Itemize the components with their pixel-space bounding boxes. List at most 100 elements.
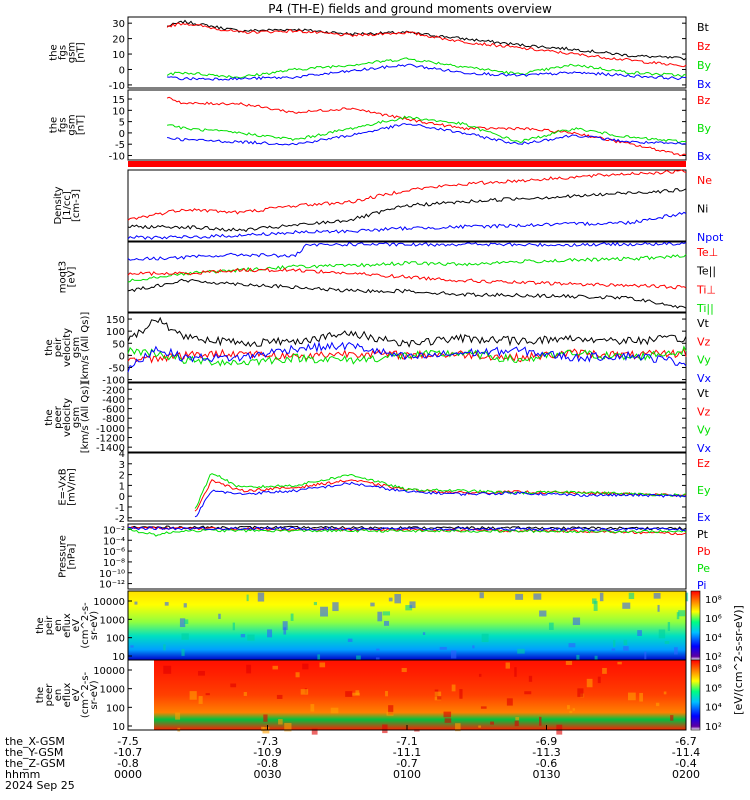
x-tick-label: -0.6: [536, 757, 557, 770]
heatmap-cell: [382, 611, 391, 616]
y-tick-label: 10⁻⁸: [103, 558, 125, 569]
heatmap-cell: [506, 698, 513, 706]
series-Vt-line: [127, 316, 687, 348]
heatmap-cell: [267, 629, 273, 638]
legend-Ez: Ez: [697, 457, 710, 470]
y-tick-label: 100: [106, 634, 125, 645]
heatmap-cell: [263, 714, 268, 722]
y-axis-label: peer: [44, 683, 55, 707]
y-tick-label: -1: [115, 503, 125, 514]
y-tick-label: 10: [112, 652, 125, 663]
panel-frame: [127, 241, 687, 313]
legend-Vt: Vt: [697, 317, 710, 330]
heatmap-cell: [247, 634, 255, 641]
heatmap-cell: [613, 639, 616, 648]
x-tick-label: 0000: [114, 768, 142, 781]
heatmap-cell: [134, 601, 138, 605]
colorbar-tick-label: 10⁴: [705, 703, 722, 714]
heatmap-cell: [490, 721, 494, 725]
y-tick-label: 4: [119, 449, 125, 460]
y-tick-label: 10: [112, 722, 125, 733]
heatmap-cell: [628, 592, 635, 600]
y-axis-label: the: [49, 44, 60, 60]
series-Bt-line: [167, 19, 687, 61]
heatmap-cell: [181, 648, 185, 656]
heatmap-cell: [674, 647, 678, 655]
heatmap-cell: [602, 667, 607, 674]
x-row-label: the_X-GSM: [5, 735, 65, 748]
heatmap-cell: [657, 604, 660, 612]
heatmap-cell: [352, 692, 360, 696]
heatmap-cell: [515, 593, 524, 600]
heatmap-cell: [284, 722, 292, 732]
x-axis-labels: -7.5-10.7-0.80000-7.3-10.9-0.80030-7.1-1…: [5, 605, 745, 792]
colorbar-tick-label: 10⁶: [705, 683, 722, 694]
heatmap-cell: [623, 639, 628, 646]
heatmap-cell: [198, 696, 203, 704]
y-tick-label: -5: [115, 140, 125, 151]
colorbar-tick-label: 10⁴: [705, 633, 722, 644]
legend-Ti: Ti||: [696, 302, 714, 315]
series-Vy-line: [127, 345, 687, 367]
heatmap-cell: [394, 593, 401, 604]
x-tick-label: -7.3: [257, 735, 278, 748]
legend-Te: Te⊥: [696, 246, 718, 259]
y-tick-label: 10000: [93, 666, 125, 677]
legend-Pe: Pe: [697, 562, 710, 575]
heatmap-cell: [405, 605, 413, 611]
heatmap-cell: [472, 645, 475, 649]
y-tick-label: 1: [119, 481, 125, 492]
y-axis-label: [eV]: [67, 267, 78, 288]
y-axis-label: [1/cc]: [62, 191, 73, 220]
legend-Bz: Bz: [697, 40, 711, 53]
heatmap-cell: [514, 720, 519, 727]
y-axis-label: [nT]: [76, 42, 87, 62]
heatmap-cell: [205, 693, 210, 696]
heatmap-cell: [437, 696, 442, 700]
x-row-label: the_Z-GSM: [5, 757, 65, 770]
legend-Npot: Npot: [697, 231, 724, 244]
heatmap-cell: [524, 691, 532, 695]
y-axis-label: [km/s (All Qs)]: [80, 382, 91, 454]
x-row-label: hhmm: [5, 768, 40, 781]
legend-Pt: Pt: [697, 528, 709, 541]
x-tick-label: -6.9: [536, 735, 557, 748]
y-tick-label: -400: [102, 395, 125, 406]
heatmap-cell: [639, 692, 643, 702]
panel-frame: [127, 523, 687, 590]
heatmap-cell: [370, 602, 375, 607]
y-axis-label: the: [35, 617, 46, 633]
y-tick-label: 1000: [100, 685, 125, 696]
heatmap-cell: [439, 646, 447, 650]
x-tick-label: -0.8: [257, 757, 278, 770]
heatmap-cell: [383, 620, 390, 626]
x-tick-label: -7.1: [396, 735, 417, 748]
legend-Vz: Vz: [697, 335, 711, 348]
x-tick-label: -11.3: [532, 746, 560, 759]
x-tick-label: 0200: [672, 768, 700, 781]
legend-By: By: [697, 122, 712, 135]
y-tick-label: -100: [102, 376, 125, 387]
series-Bz-line: [166, 22, 687, 68]
panel-frame: [127, 312, 687, 383]
heatmap-cell: [655, 702, 660, 707]
series-Pi-line: [127, 526, 687, 532]
y-axis-label: gsm: [71, 337, 82, 358]
heatmap-cell: [290, 613, 294, 621]
heatmap-cell: [622, 602, 631, 609]
heatmap-cell: [332, 602, 339, 612]
heatmap-cell: [568, 643, 576, 648]
heatmap-cell: [451, 684, 456, 692]
y-axis-label: the: [44, 339, 55, 355]
legend-Ex: Ex: [697, 511, 711, 524]
heatmap-cell: [444, 718, 452, 723]
heatmap-cell: [347, 638, 353, 642]
heatmap-cell: [663, 691, 667, 695]
heatmap-cell: [302, 663, 309, 670]
y-axis-label: [km/s (All Qs)]: [80, 312, 91, 384]
heatmap-cell: [611, 648, 616, 651]
y-tick-label: 100: [106, 327, 125, 338]
heatmap-cell: [319, 662, 326, 668]
heatmap-cell: [479, 592, 484, 599]
